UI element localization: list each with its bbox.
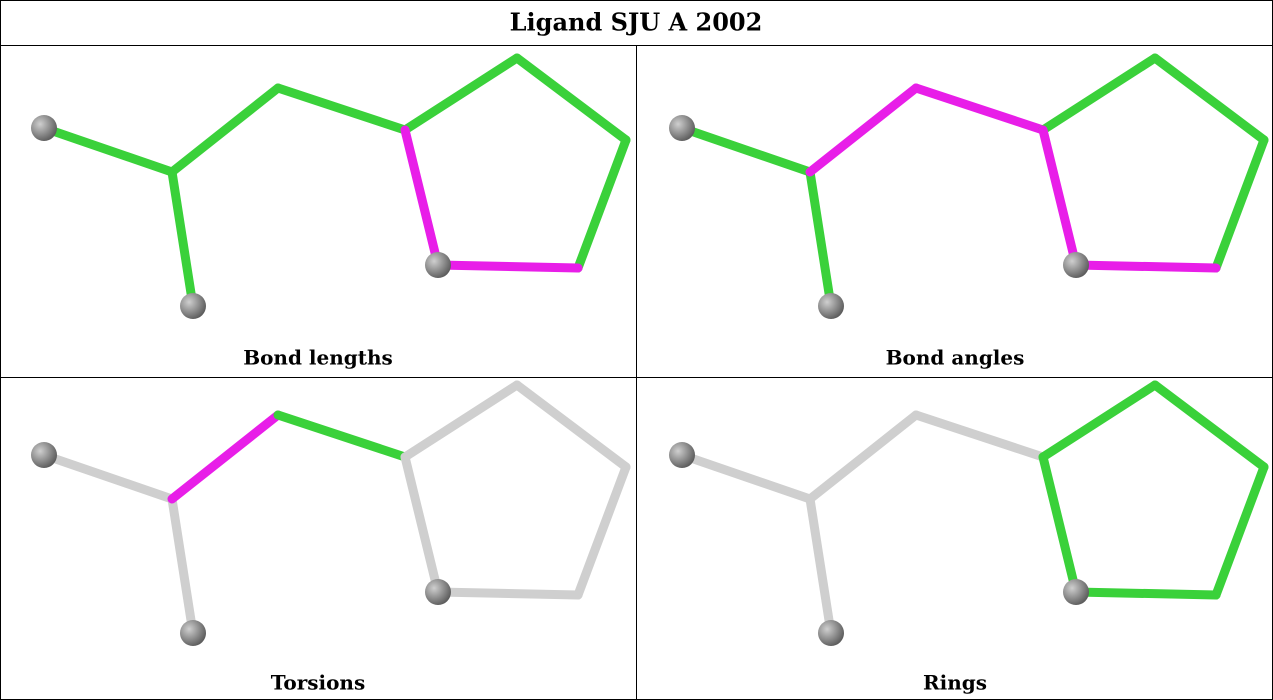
table-title: Ligand SJU A 2002	[510, 8, 763, 37]
molecule-rings	[669, 385, 1264, 646]
panel-caption: Torsions	[271, 671, 365, 695]
page: Ligand SJU A 2002 Bond lengths Bond angl…	[0, 0, 1273, 700]
molecule-torsions	[31, 385, 626, 646]
molecule-bond-angles	[669, 58, 1264, 319]
panel-caption: Bond angles	[886, 346, 1025, 370]
panel-caption: Bond lengths	[243, 346, 393, 370]
molecule-bond-lengths	[31, 58, 626, 319]
panel-caption: Rings	[923, 671, 987, 695]
